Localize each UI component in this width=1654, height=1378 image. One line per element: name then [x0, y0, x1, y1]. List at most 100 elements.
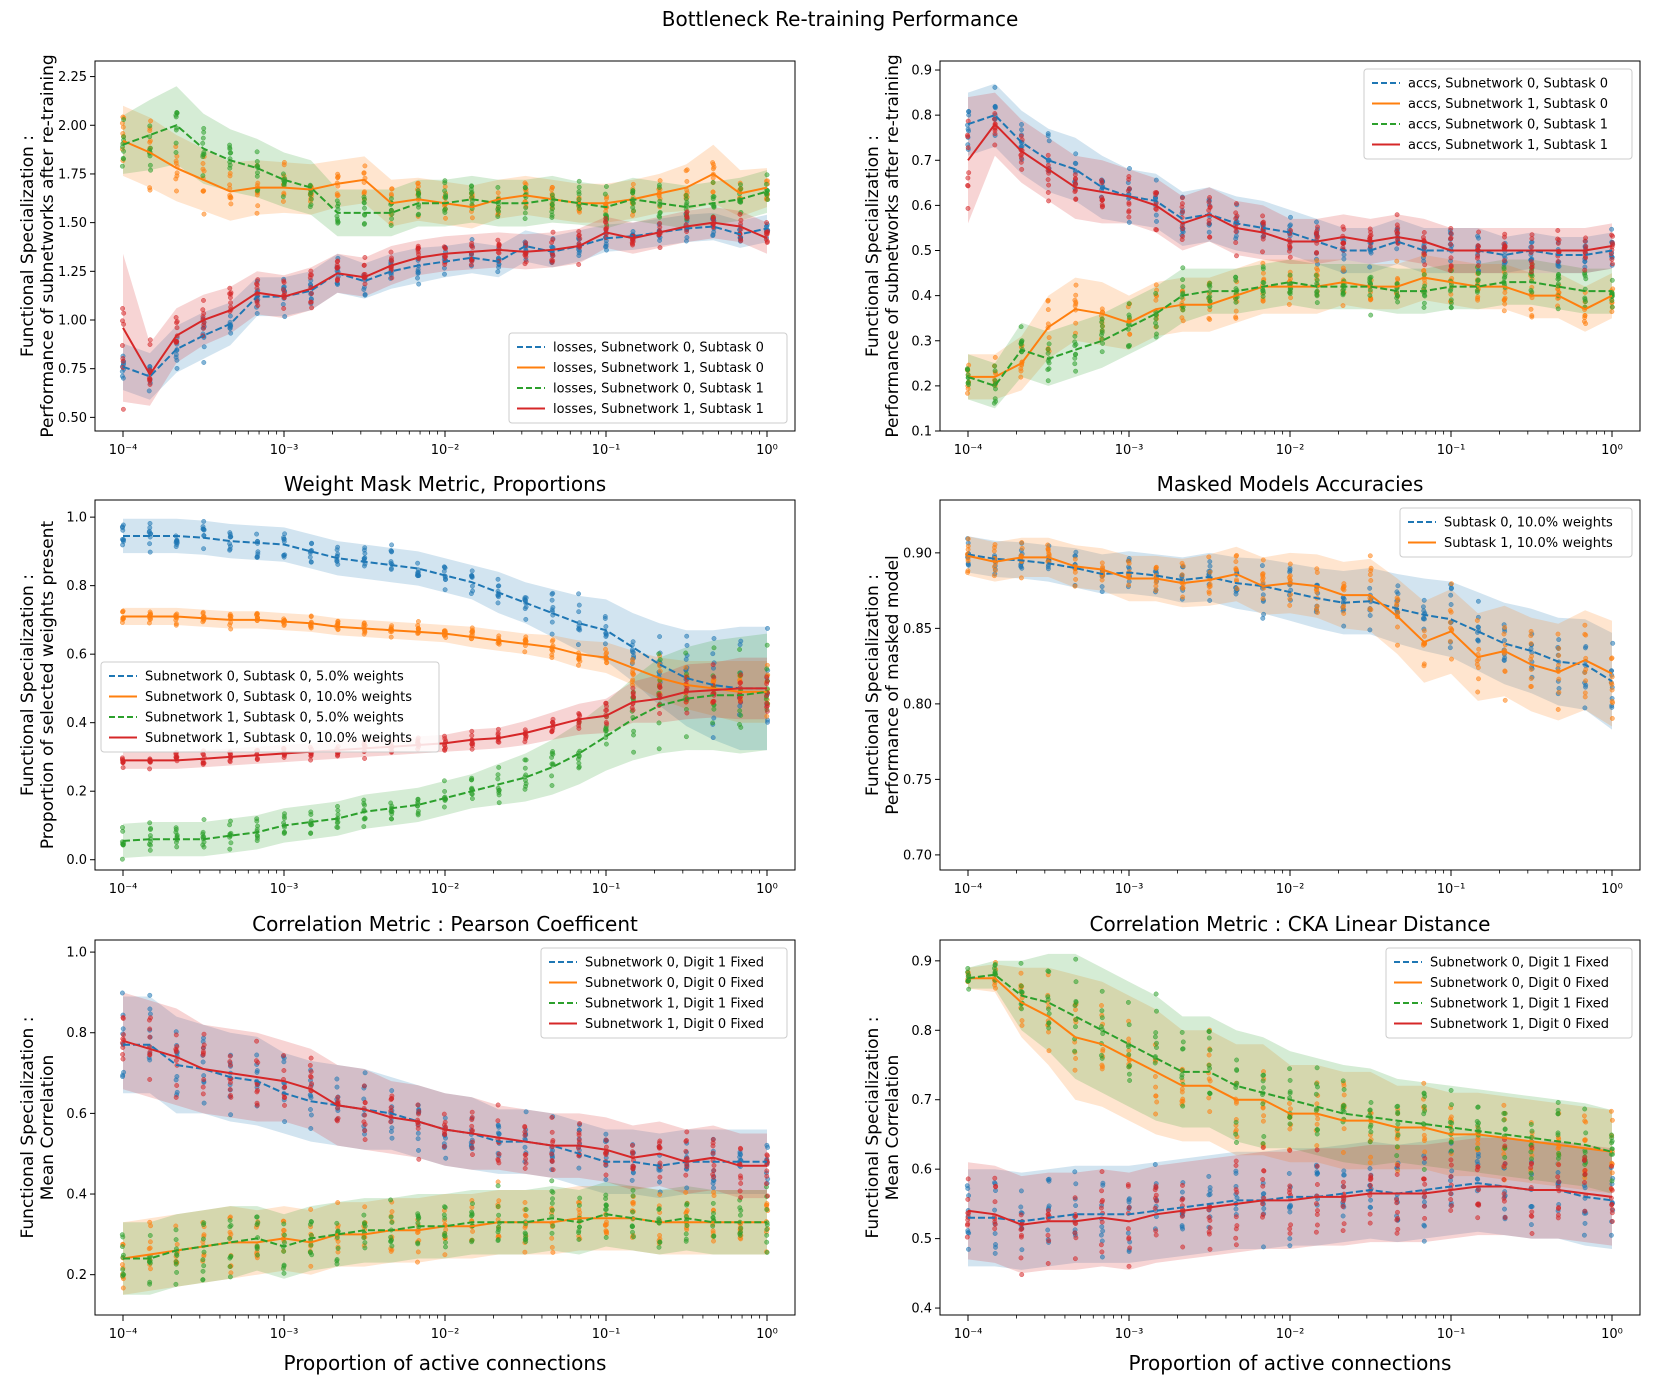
data-point [121, 1032, 126, 1038]
data-point [630, 685, 636, 691]
data-point [1153, 566, 1159, 571]
data-point [1179, 195, 1185, 201]
data-point [228, 1062, 233, 1068]
data-point [965, 390, 970, 396]
data-point [1260, 249, 1265, 255]
data-point [388, 800, 394, 806]
data-point [738, 1229, 744, 1235]
data-point [1233, 1127, 1239, 1133]
data-point [711, 645, 717, 651]
data-point [684, 178, 690, 184]
data-point [1314, 249, 1320, 255]
data-point [576, 1140, 582, 1146]
legend-box [100, 661, 440, 753]
x-tick-label: 10⁻³ [270, 1327, 299, 1342]
y-tick-label: 0.4 [66, 1188, 87, 1203]
data-point [710, 700, 716, 706]
data-point [1153, 212, 1159, 218]
data-point [335, 1245, 341, 1251]
data-point [174, 1252, 180, 1258]
data-point [388, 1214, 394, 1220]
data-point [1154, 1008, 1159, 1014]
data-point [361, 797, 367, 803]
data-point [1582, 1137, 1588, 1143]
data-point [710, 662, 716, 668]
data-point [309, 1081, 315, 1087]
data-point [174, 1089, 180, 1095]
data-point [119, 163, 125, 169]
data-point [255, 203, 261, 209]
data-point [711, 1162, 717, 1168]
data-point [119, 990, 125, 996]
data-point [282, 290, 288, 296]
data-point [389, 1125, 395, 1131]
data-point [1152, 1074, 1158, 1079]
data-point [495, 184, 501, 190]
data-point [1287, 1101, 1292, 1106]
data-point [992, 354, 998, 360]
data-point [1502, 624, 1508, 630]
data-point [442, 271, 447, 277]
data-point [1341, 1168, 1347, 1174]
y-tick-label: 1.25 [58, 265, 87, 280]
data-point [147, 1026, 153, 1032]
data-point [550, 604, 556, 610]
data-point [282, 1240, 287, 1246]
data-point [416, 573, 422, 579]
data-point [441, 564, 447, 570]
data-point [1152, 1034, 1158, 1040]
data-point [522, 261, 528, 267]
data-point [1448, 241, 1454, 247]
data-point [630, 659, 635, 665]
data-point [173, 1049, 179, 1055]
data-point [308, 809, 314, 815]
data-point [1126, 1071, 1132, 1077]
data-point [1153, 1084, 1159, 1090]
data-point [657, 178, 663, 184]
data-point [201, 360, 207, 365]
data-point [228, 1270, 234, 1276]
data-point [603, 741, 609, 747]
chart-panel-2: 0.10.20.30.40.50.60.70.80.910⁻⁴ 10⁻³ 10⁻² 1… [863, 54, 1641, 458]
y-tick-label: 2.00 [58, 119, 87, 134]
data-point [308, 1095, 314, 1101]
data-point [966, 1246, 971, 1252]
data-point [522, 210, 528, 216]
data-point [576, 1206, 582, 1212]
data-point [1448, 264, 1454, 270]
x-tick-label: 10⁻⁴ [954, 443, 983, 458]
data-point [549, 597, 555, 603]
data-point [1127, 314, 1132, 320]
data-point [738, 712, 744, 718]
data-point [1073, 292, 1079, 298]
data-point [119, 373, 125, 379]
data-point [1019, 1018, 1025, 1024]
data-point [1125, 558, 1131, 564]
data-point [710, 216, 716, 222]
data-point [1449, 581, 1454, 587]
data-point [469, 583, 475, 589]
data-point [1073, 1017, 1079, 1023]
data-point [415, 1220, 421, 1226]
data-point [656, 185, 662, 190]
data-point [523, 240, 529, 246]
data-point [495, 600, 501, 606]
data-point [738, 1208, 744, 1213]
data-point [683, 192, 689, 198]
data-point [174, 188, 179, 194]
data-point [469, 785, 475, 791]
data-point [765, 1193, 771, 1199]
data-point [200, 1268, 206, 1274]
data-point [119, 620, 125, 625]
data-point [1475, 277, 1481, 283]
data-point [711, 715, 717, 721]
data-point [442, 788, 448, 794]
x-tick-label: 10⁻³ [1115, 443, 1144, 458]
legend-box [540, 947, 788, 1039]
data-point [549, 1151, 555, 1157]
data-point [523, 1152, 529, 1157]
x-tick-label: 10⁻¹ [1437, 443, 1466, 458]
data-point [147, 541, 153, 547]
data-point [389, 1088, 395, 1094]
data-point [119, 1244, 125, 1250]
